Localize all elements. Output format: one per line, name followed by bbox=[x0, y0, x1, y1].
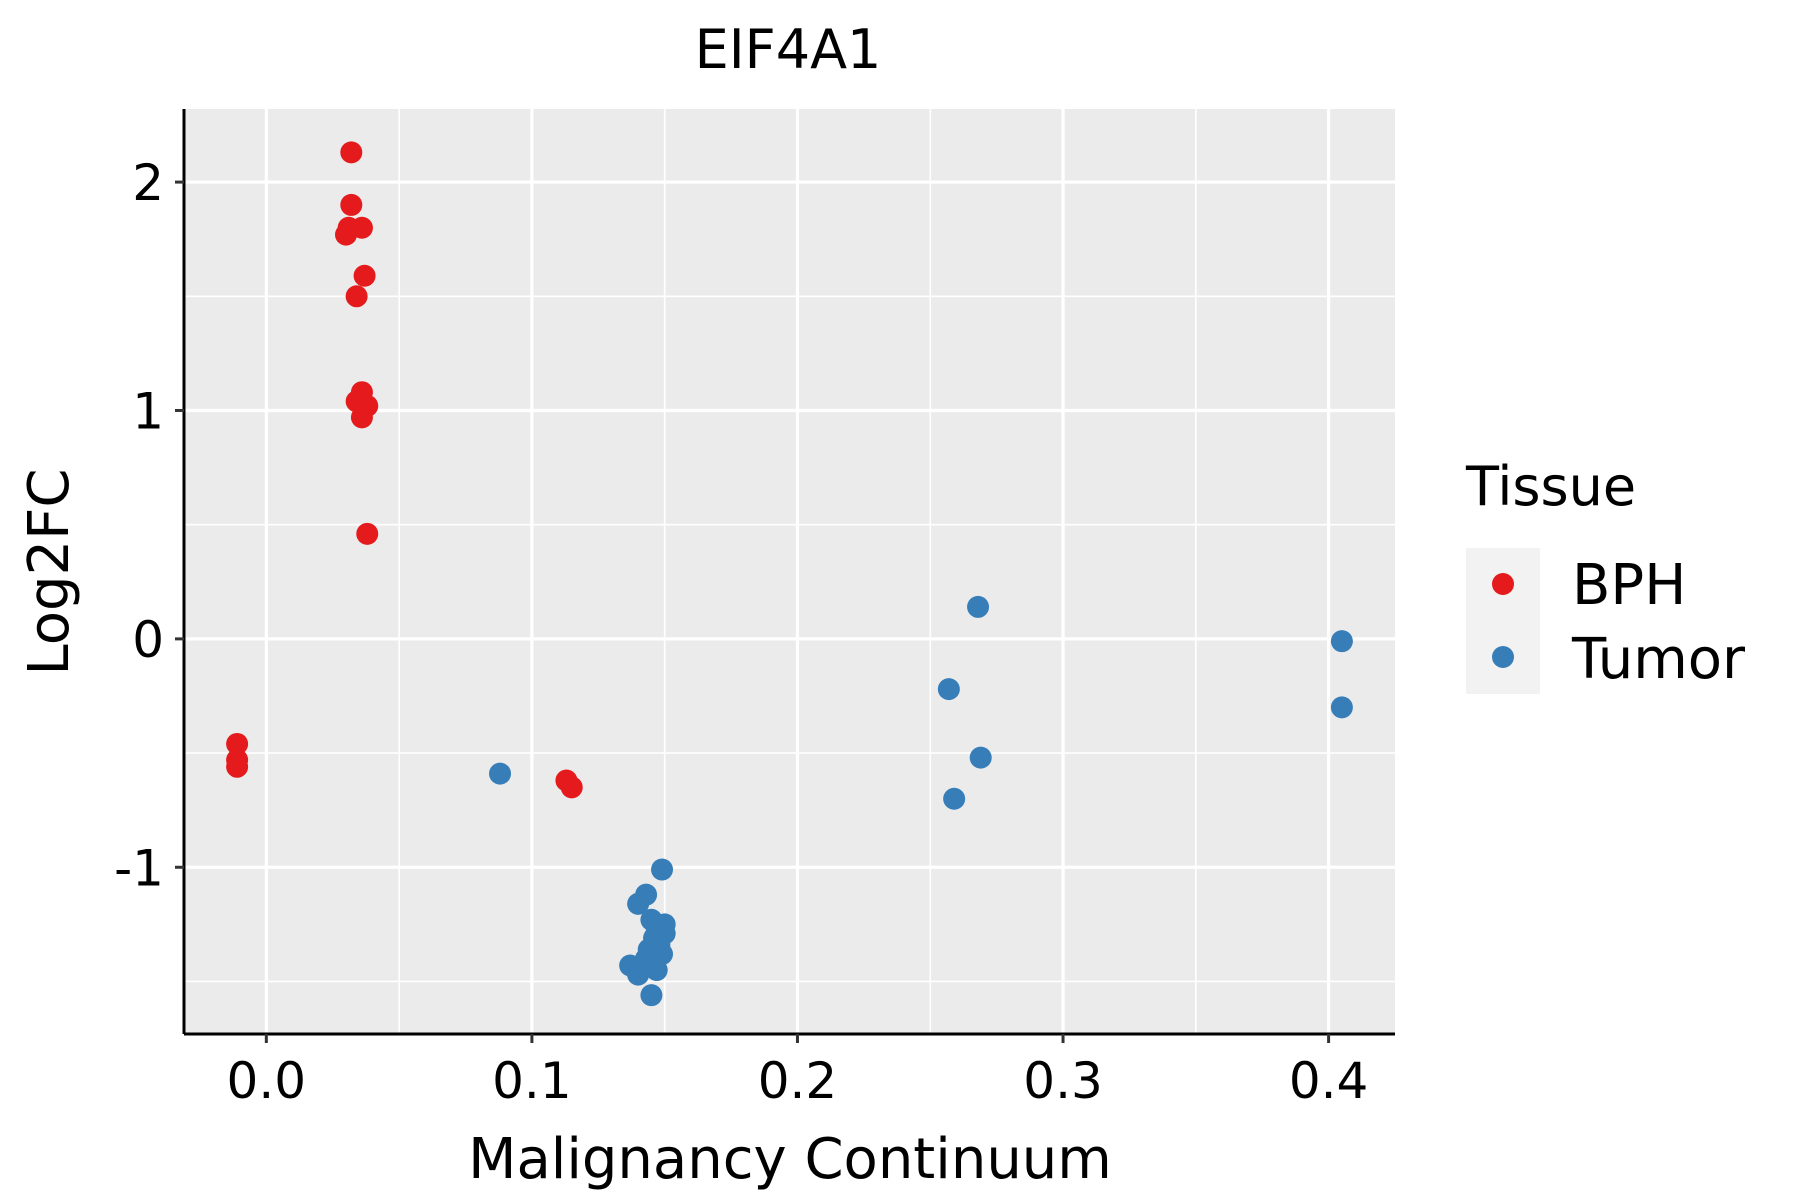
data-point-tumor bbox=[640, 984, 663, 1007]
plot-panel bbox=[184, 109, 1395, 1034]
data-point-bph bbox=[226, 755, 249, 778]
legend-swatch-tumor bbox=[1492, 646, 1514, 668]
minor-gridlines bbox=[184, 109, 1395, 1034]
data-point-tumor bbox=[489, 762, 512, 785]
x-tick-label: 0.3 bbox=[1023, 1052, 1103, 1110]
data-point-tumor bbox=[969, 746, 992, 769]
x-tick-label: 0.0 bbox=[227, 1052, 307, 1110]
data-point-bph bbox=[353, 264, 376, 287]
data-point-bph bbox=[345, 285, 368, 308]
y-tick-label: 1 bbox=[132, 382, 164, 440]
x-axis-ticks: 0.0 0.1 0.2 0.3 0.4 bbox=[227, 1034, 1369, 1110]
legend-key-background bbox=[1466, 548, 1540, 694]
data-point-bph bbox=[340, 141, 363, 164]
data-point-tumor bbox=[937, 678, 960, 701]
legend-label-bph: BPH bbox=[1572, 553, 1686, 618]
data-point-bph bbox=[350, 216, 373, 239]
data-point-tumor bbox=[943, 787, 966, 810]
data-point-tumor bbox=[627, 963, 650, 986]
y-tick-label: 0 bbox=[132, 611, 164, 669]
data-point-bph bbox=[340, 193, 363, 216]
major-gridlines bbox=[184, 109, 1395, 1034]
data-points bbox=[226, 141, 1353, 1007]
x-tick-label: 0.2 bbox=[758, 1052, 838, 1110]
x-tick-label: 0.4 bbox=[1289, 1052, 1369, 1110]
x-axis-title: Malignancy Continuum bbox=[468, 1127, 1112, 1192]
data-point-bph bbox=[356, 522, 379, 545]
y-tick-label: 2 bbox=[132, 154, 164, 212]
chart-title: EIF4A1 bbox=[695, 18, 882, 81]
data-point-tumor bbox=[645, 959, 668, 982]
data-point-tumor bbox=[967, 595, 990, 618]
data-point-tumor bbox=[1330, 630, 1353, 653]
data-point-bph bbox=[350, 406, 373, 429]
x-tick-label: 0.1 bbox=[492, 1052, 572, 1110]
data-point-tumor bbox=[1330, 696, 1353, 719]
legend: Tissue BPH Tumor bbox=[1465, 455, 1746, 694]
legend-swatch-bph bbox=[1492, 573, 1514, 595]
data-point-tumor bbox=[651, 858, 674, 881]
data-point-bph bbox=[560, 776, 583, 799]
legend-label-tumor: Tumor bbox=[1571, 627, 1746, 692]
y-axis-ticks: -1 0 1 2 bbox=[114, 154, 184, 897]
legend-title: Tissue bbox=[1465, 455, 1636, 518]
y-tick-label: -1 bbox=[114, 839, 164, 897]
y-axis-title: Log2FC bbox=[17, 469, 82, 676]
data-point-bph bbox=[226, 732, 249, 755]
data-point-tumor bbox=[627, 892, 650, 915]
